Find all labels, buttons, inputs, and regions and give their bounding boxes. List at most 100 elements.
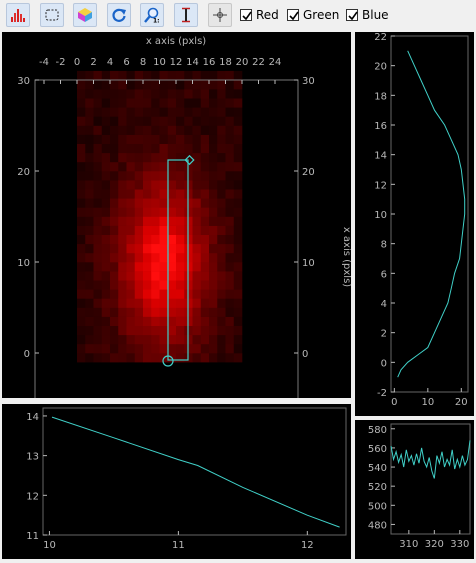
heatmap-cell: [110, 262, 119, 271]
heatmap-cell: [201, 107, 210, 116]
heatmap-cell: [217, 207, 226, 216]
roi-select-button[interactable]: [40, 3, 64, 27]
vertical-cursor-button[interactable]: [174, 3, 198, 27]
x-tick-label-top: 12: [170, 57, 183, 68]
heatmap-cell: [151, 207, 160, 216]
heatmap-cell: [135, 153, 144, 162]
heatmap-cell: [127, 107, 136, 116]
heatmap-cell: [143, 335, 152, 344]
heatmap-cell: [77, 171, 86, 180]
heatmap-cell: [209, 98, 218, 107]
heatmap-cell: [110, 71, 119, 80]
heatmap-cell: [143, 153, 152, 162]
checkbox-green-box[interactable]: [287, 9, 299, 21]
heatmap-cell: [118, 253, 127, 262]
heatmap-cell: [94, 289, 103, 298]
heatmap-cell: [226, 153, 235, 162]
heatmap-cell: [127, 189, 136, 198]
heatmap-cell: [201, 153, 210, 162]
heatmap-cell: [143, 98, 152, 107]
heatmap-cell: [151, 244, 160, 253]
heatmap-cell: [85, 271, 94, 280]
zoom-1to1-button[interactable]: 1:1: [140, 3, 164, 27]
heatmap-cell: [226, 107, 235, 116]
heatmap-cell: [102, 326, 111, 335]
heatmap-cell: [135, 244, 144, 253]
x-tick-label: 0: [391, 397, 397, 408]
heatmap-cell: [143, 207, 152, 216]
heatmap-cell: [85, 344, 94, 353]
heatmap-cell: [77, 235, 86, 244]
heatmap-cell: [160, 116, 169, 125]
heatmap-cell: [201, 298, 210, 307]
heatmap-cell: [209, 144, 218, 153]
heatmap-cell: [77, 198, 86, 207]
color-button[interactable]: [73, 3, 97, 27]
checkbox-red[interactable]: Red: [240, 5, 279, 25]
heatmap-cell: [85, 171, 94, 180]
heatmap-cell: [118, 326, 127, 335]
heatmap-cell: [143, 126, 152, 135]
heatmap-cell: [168, 271, 177, 280]
heatmap-cell: [85, 71, 94, 80]
checkbox-red-box[interactable]: [240, 9, 252, 21]
heatmap-cell: [102, 153, 111, 162]
heatmap-cell: [102, 298, 111, 307]
x-tick-label: 320: [425, 539, 444, 550]
heatmap-cell: [77, 244, 86, 253]
heatmap-cell: [135, 326, 144, 335]
heatmap-cell: [110, 271, 119, 280]
heatmap-cell: [201, 80, 210, 89]
heatmap-cell: [201, 308, 210, 317]
heatmap-cell: [168, 107, 177, 116]
heatmap-cell: [176, 171, 185, 180]
histogram-button[interactable]: [6, 3, 30, 27]
heatmap-cell: [193, 353, 202, 362]
heatmap-cell: [77, 226, 86, 235]
heatmap-cell: [201, 71, 210, 80]
heatmap-cell: [127, 80, 136, 89]
heatmap-cell: [110, 344, 119, 353]
heatmap-cell: [110, 326, 119, 335]
heatmap-cell: [160, 289, 169, 298]
crosshair-button[interactable]: [208, 3, 232, 27]
heatmap-cell: [193, 80, 202, 89]
heatmap-cell: [110, 180, 119, 189]
heatmap-cell: [135, 280, 144, 289]
heatmap-cell: [94, 326, 103, 335]
heatmap-cell: [176, 289, 185, 298]
heatmap-cell: [102, 217, 111, 226]
heatmap-cell: [160, 298, 169, 307]
y-tick-label: 10: [374, 210, 387, 221]
heatmap-cell: [85, 226, 94, 235]
heatmap-cell: [209, 107, 218, 116]
heatmap-cell: [77, 326, 86, 335]
heatmap-cell: [94, 262, 103, 271]
heatmap-cell: [94, 153, 103, 162]
heatmap-cell: [110, 80, 119, 89]
heatmap-cell: [102, 162, 111, 171]
heatmap-cell: [85, 335, 94, 344]
heatmap-cell: [85, 308, 94, 317]
heatmap-cell: [127, 135, 136, 144]
heatmap-cell: [193, 308, 202, 317]
heatmap-cell: [151, 135, 160, 144]
heatmap-cell: [168, 244, 177, 253]
heatmap-cell: [234, 207, 243, 216]
heatmap-cell: [77, 217, 86, 226]
heatmap-cell: [217, 353, 226, 362]
y-tick-label: 8: [381, 240, 387, 251]
series-line: [391, 440, 470, 478]
refresh-button[interactable]: [107, 3, 131, 27]
heatmap-cell: [209, 135, 218, 144]
heatmap-cell: [184, 116, 193, 125]
checkbox-green[interactable]: Green: [287, 5, 339, 25]
checkbox-blue[interactable]: Blue: [346, 5, 389, 25]
heatmap-cell: [94, 80, 103, 89]
heatmap-cell: [135, 144, 144, 153]
checkbox-blue-box[interactable]: [346, 9, 358, 21]
heatmap-cell: [94, 244, 103, 253]
y-tick-label: 500: [368, 501, 387, 512]
